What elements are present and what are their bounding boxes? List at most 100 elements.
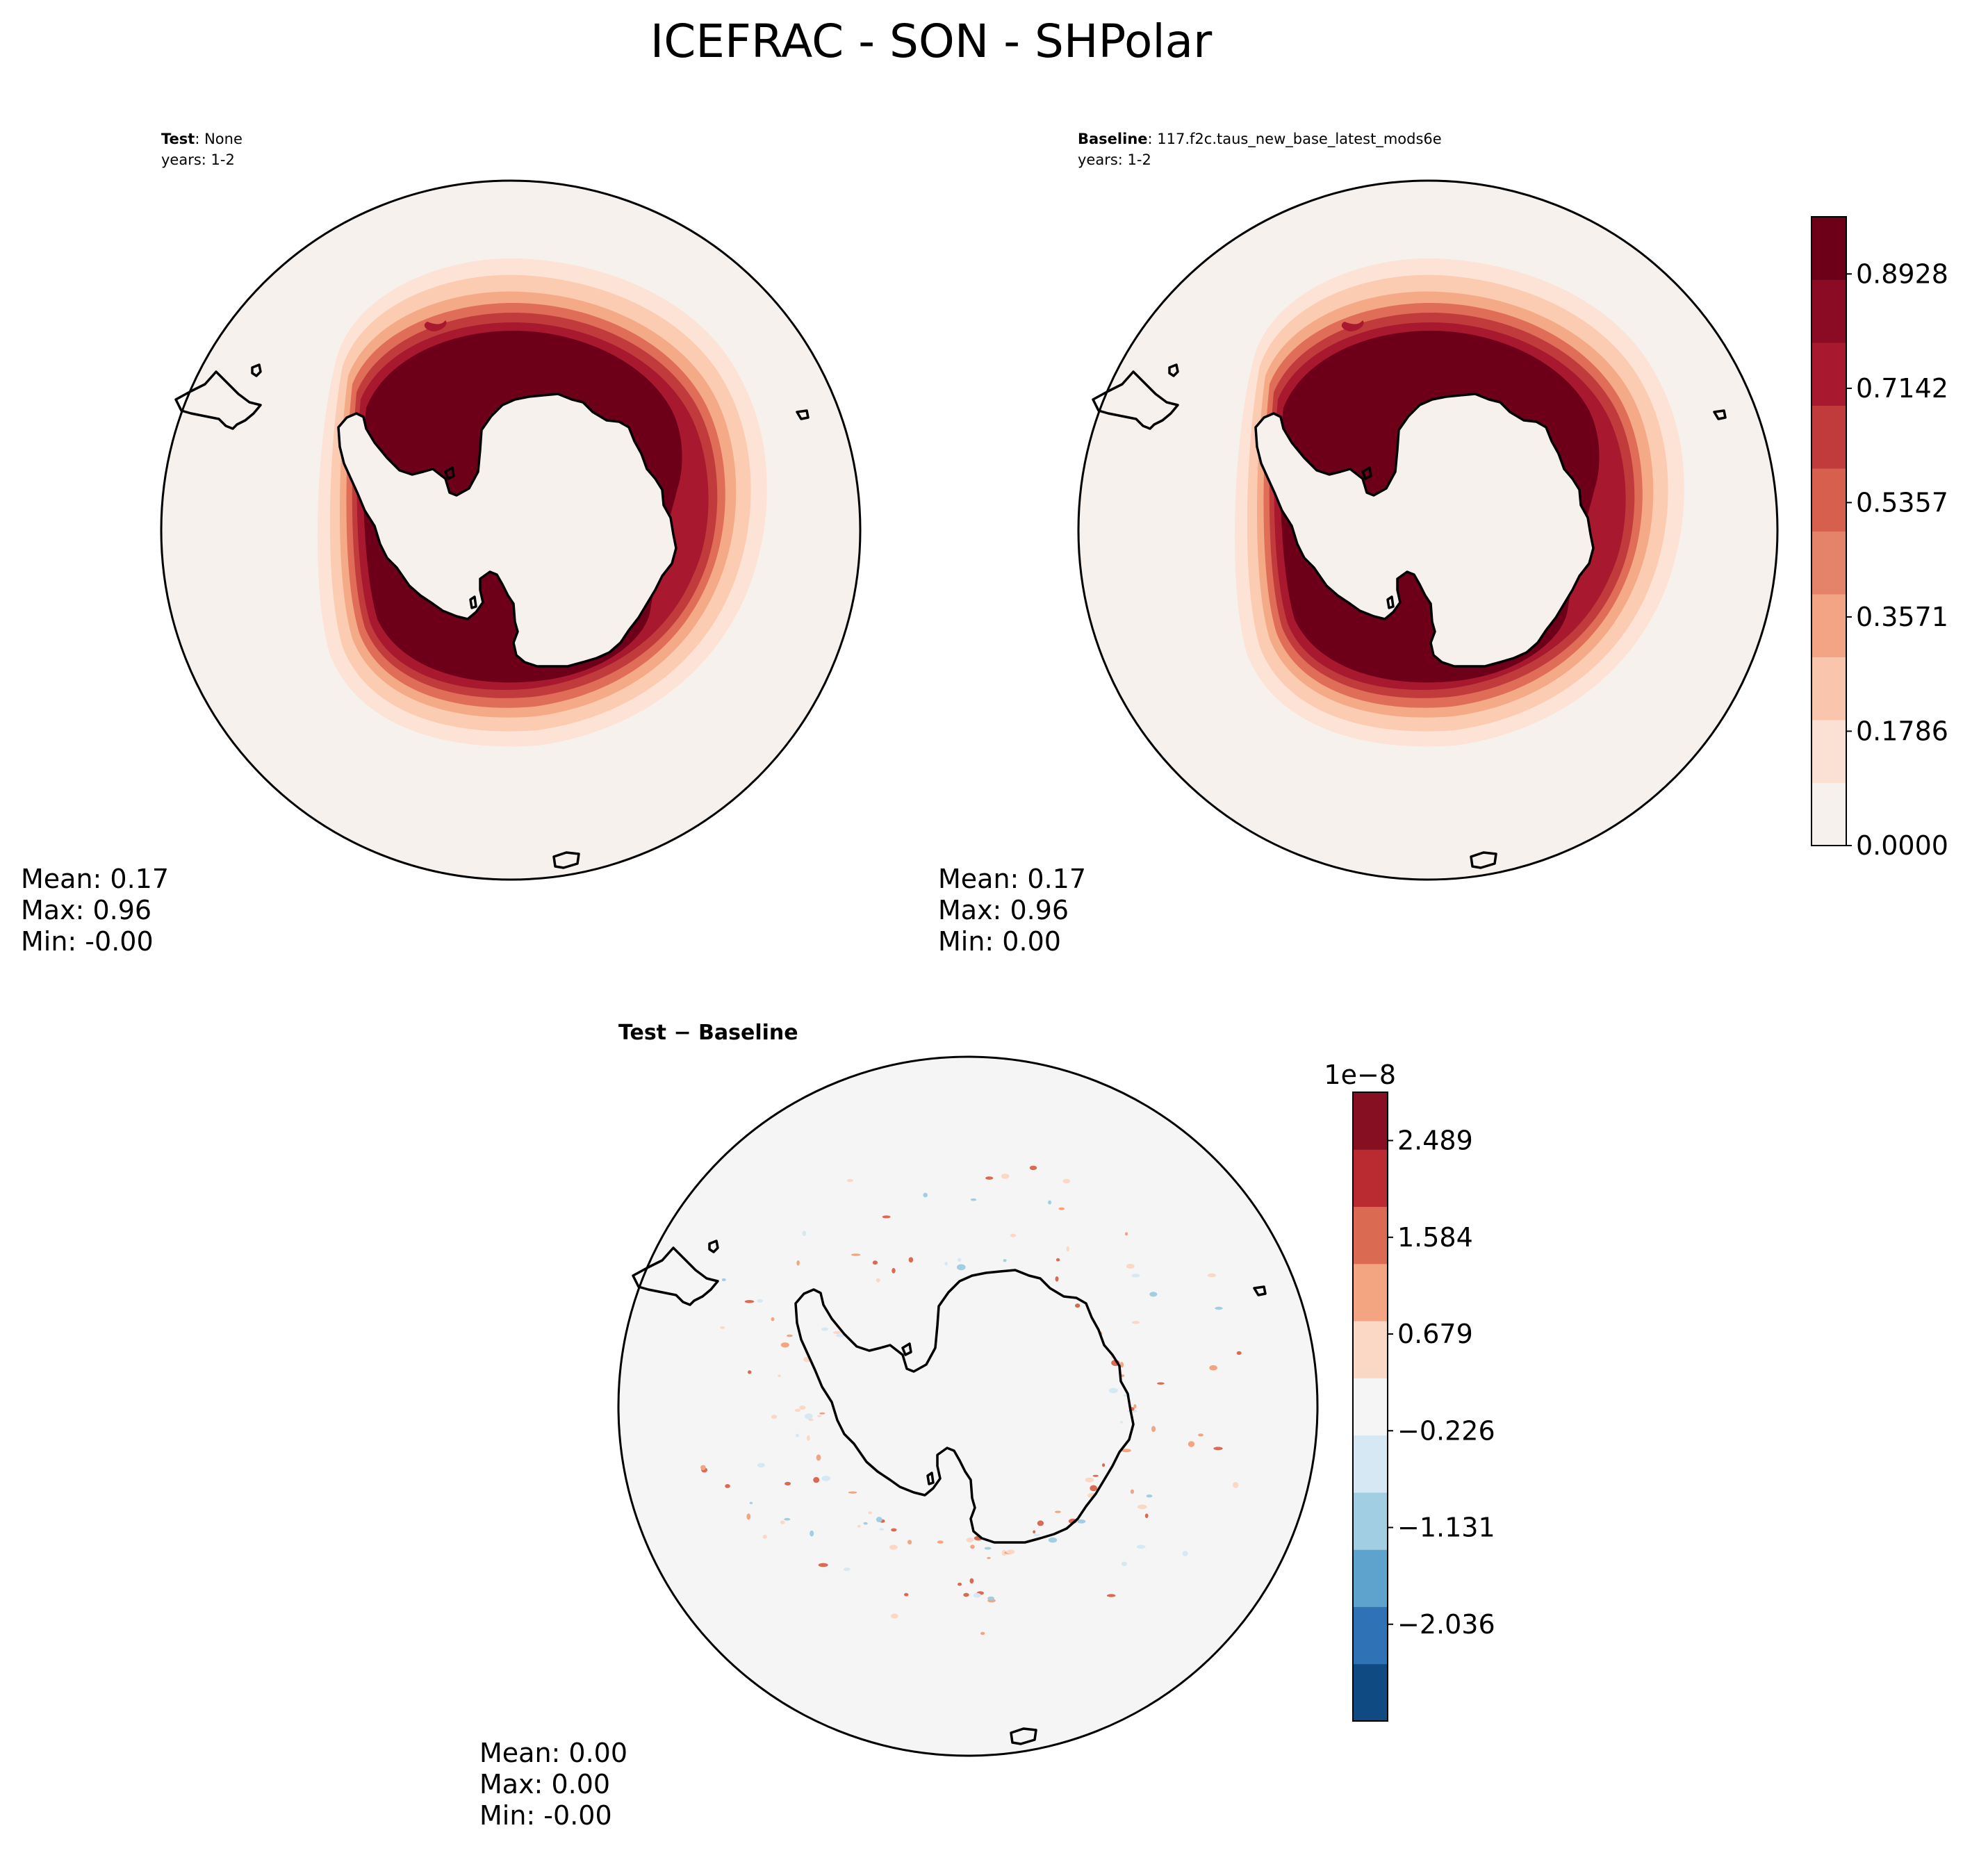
colorbar-tick-label: 0.8928 bbox=[1856, 258, 1948, 289]
difference-speckle bbox=[987, 1596, 995, 1601]
difference-speckle bbox=[794, 1408, 801, 1413]
difference-speckle bbox=[987, 1556, 991, 1559]
difference-speckle bbox=[1188, 1441, 1195, 1447]
difference-speckle bbox=[1106, 1594, 1116, 1597]
difference-speckle bbox=[937, 1540, 944, 1544]
difference-speckle bbox=[957, 1264, 966, 1271]
difference-speckle bbox=[863, 1522, 868, 1525]
colorbar-level-9 bbox=[1812, 217, 1846, 280]
difference-speckle bbox=[1151, 1426, 1156, 1432]
test-panel-case: : None bbox=[195, 131, 243, 147]
colorbar-tick-label: 0.7142 bbox=[1856, 373, 1948, 404]
difference-speckle bbox=[771, 1415, 778, 1419]
difference-speckle bbox=[1108, 1387, 1118, 1394]
difference-speckle bbox=[1136, 1545, 1146, 1549]
difference-stat-max: Max: 0.00 bbox=[479, 1769, 610, 1800]
difference-speckle bbox=[749, 1501, 753, 1504]
colorbar-level-9 bbox=[1353, 1149, 1388, 1208]
difference-speckle bbox=[891, 1613, 898, 1619]
difference-speckle bbox=[1102, 1463, 1106, 1467]
figure-title: ICEFRAC - SON - SHPolar bbox=[650, 15, 1213, 68]
difference-speckle bbox=[817, 1415, 822, 1417]
difference-speckle bbox=[771, 1317, 775, 1321]
difference-speckle bbox=[1146, 1494, 1153, 1498]
difference-speckle bbox=[1182, 1551, 1188, 1556]
colorbar-tick-label: 0.679 bbox=[1397, 1319, 1473, 1349]
difference-speckle bbox=[1058, 1207, 1065, 1210]
colorbar-level-3 bbox=[1353, 1492, 1388, 1550]
difference-speckle bbox=[844, 1567, 851, 1572]
difference-speckle bbox=[821, 1476, 831, 1481]
difference-speckle bbox=[1077, 1519, 1086, 1524]
difference-speckle bbox=[1207, 1273, 1216, 1278]
colorbar-offset-label: 1e−8 bbox=[1324, 1060, 1396, 1090]
difference-speckle bbox=[796, 1433, 799, 1438]
difference-speckle bbox=[876, 1278, 880, 1283]
baseline-map bbox=[1077, 179, 1779, 881]
difference-speckle bbox=[973, 1592, 981, 1598]
baseline-panel: Baseline: 117.f2c.taus_new_base_latest_m… bbox=[938, 131, 1779, 957]
test-stat-mean: Mean: 0.17 bbox=[21, 864, 169, 894]
difference-speckle bbox=[876, 1517, 882, 1523]
difference-speckle bbox=[963, 1592, 969, 1597]
difference-speckle bbox=[725, 1484, 730, 1488]
difference-speckle bbox=[1010, 1233, 1017, 1237]
difference-speckle bbox=[907, 1540, 912, 1545]
difference-speckle bbox=[984, 1547, 992, 1550]
difference-speckle bbox=[1121, 1561, 1127, 1566]
colorbar-level-4 bbox=[1353, 1435, 1388, 1493]
colorbar-level-10 bbox=[1353, 1092, 1388, 1150]
difference-speckle bbox=[1085, 1477, 1094, 1483]
svg-text:Baseline: 117.f2c.taus_new_bas: Baseline: 117.f2c.taus_new_base_latest_m… bbox=[1078, 131, 1442, 148]
difference-speckle bbox=[1006, 1549, 1015, 1554]
difference-speckle bbox=[846, 1178, 853, 1183]
difference-speckle bbox=[966, 1538, 974, 1542]
difference-speckle bbox=[970, 1198, 977, 1201]
baseline-stat-mean: Mean: 0.17 bbox=[938, 864, 1086, 894]
difference-speckle bbox=[944, 1262, 948, 1266]
colorbar-level-5 bbox=[1353, 1378, 1388, 1436]
difference-speckle bbox=[1131, 1274, 1140, 1278]
test-panel: Test: None years: 1-2 Mean: 0.17 Max: 0.… bbox=[21, 131, 862, 957]
difference-speckle bbox=[1236, 1351, 1242, 1356]
difference-speckle bbox=[1066, 1246, 1069, 1252]
colorbar-level-4 bbox=[1812, 531, 1846, 595]
colorbar-level-2 bbox=[1812, 657, 1846, 720]
difference-speckle bbox=[1213, 1447, 1223, 1451]
difference-speckle bbox=[980, 1631, 985, 1636]
difference-speckle bbox=[1048, 1537, 1058, 1543]
difference-speckle bbox=[748, 1370, 752, 1374]
difference-speckle bbox=[1055, 1276, 1059, 1282]
difference-speckle bbox=[802, 1230, 807, 1237]
test-stat-max: Max: 0.96 bbox=[21, 895, 151, 925]
difference-speckle bbox=[892, 1268, 896, 1274]
difference-speckle bbox=[1233, 1482, 1239, 1488]
colorbar-level-7 bbox=[1812, 343, 1846, 406]
difference-speckle bbox=[1137, 1504, 1147, 1510]
difference-speckle bbox=[778, 1374, 781, 1378]
difference-speckle bbox=[808, 1419, 814, 1422]
difference-speckle bbox=[958, 1582, 962, 1586]
colorbar-tick-label: 0.5357 bbox=[1856, 487, 1948, 518]
baseline-panel-years: years: 1-2 bbox=[1078, 151, 1151, 168]
colorbar-tick-label: 1.584 bbox=[1397, 1222, 1473, 1253]
difference-speckle bbox=[1209, 1365, 1217, 1371]
difference-panel: Test − Baseline Mean: 0.00 Max: 0.00 Min… bbox=[479, 1021, 1319, 1831]
difference-speckle bbox=[1001, 1173, 1010, 1179]
colorbar-level-7 bbox=[1353, 1263, 1388, 1321]
difference-speckle bbox=[1122, 1449, 1131, 1453]
colorbar-level-0 bbox=[1812, 782, 1846, 846]
difference-speckle bbox=[813, 1476, 820, 1483]
difference-speckle bbox=[904, 1592, 909, 1597]
difference-speckle bbox=[1215, 1306, 1223, 1310]
colorbar-level-5 bbox=[1812, 468, 1846, 532]
difference-speckle bbox=[851, 1253, 861, 1256]
colorbar-level-8 bbox=[1812, 279, 1846, 343]
colorbar-tick-label: −0.226 bbox=[1397, 1415, 1495, 1446]
colorbar-level-1 bbox=[1353, 1606, 1388, 1665]
colorbar-level-8 bbox=[1353, 1206, 1388, 1265]
difference-speckle bbox=[833, 1331, 842, 1335]
difference-speckle bbox=[807, 1435, 810, 1441]
test-panel-label: Test bbox=[161, 131, 195, 147]
